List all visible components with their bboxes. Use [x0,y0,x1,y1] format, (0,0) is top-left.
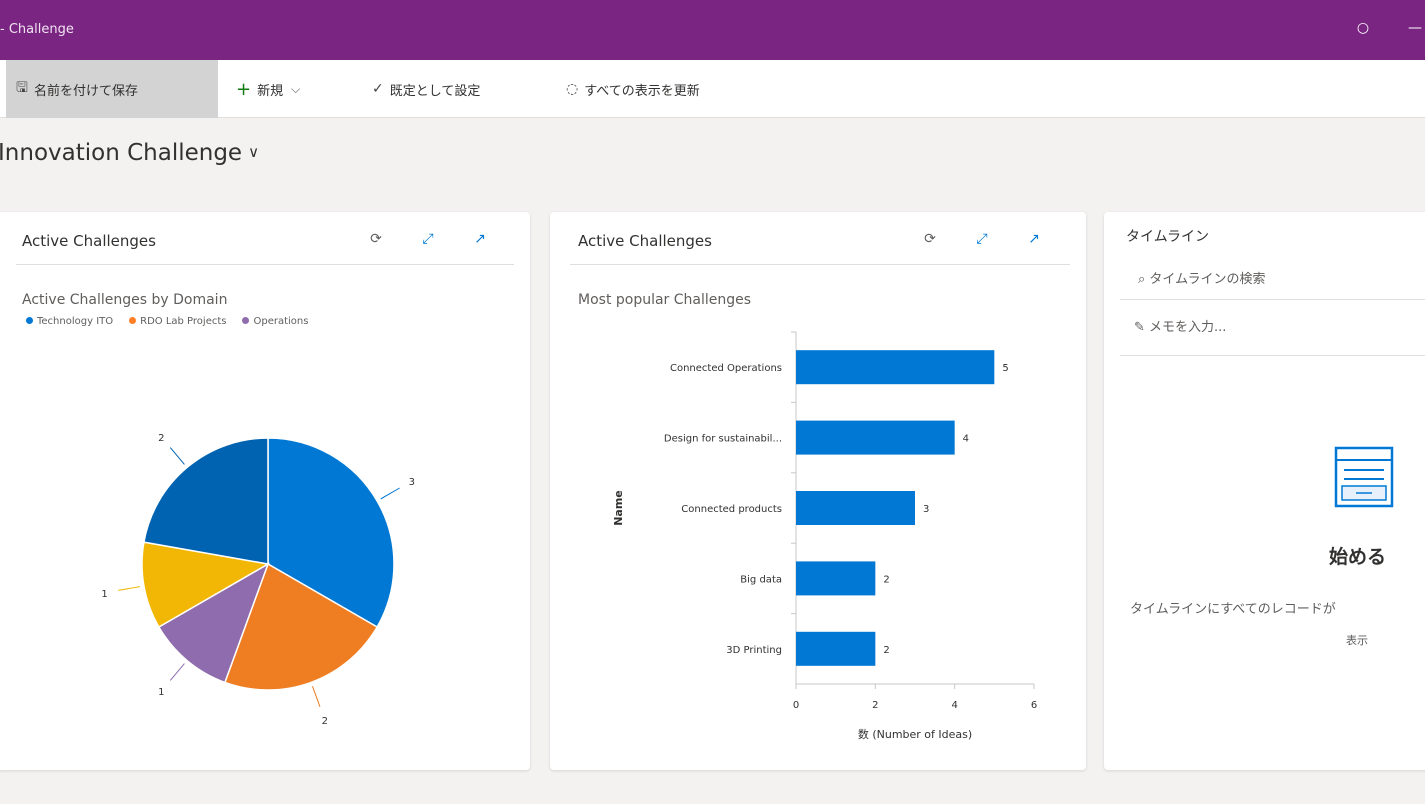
card-header: Active Challenges ⟳ ⤢ ↗ [0,212,530,266]
pie-data-label: 1 [101,589,107,600]
pie-data-label: 3 [409,477,415,488]
timeline-empty-more: 表示 [1346,634,1368,647]
save-as-button[interactable]: 🖫 名前を付けて保存 [6,60,218,118]
chart-legend: Technology ITO RDO Lab Projects Operations [26,316,308,327]
bar-value-label: 4 [963,434,969,445]
timeline-search-input[interactable]: ⌕ タイムラインの検索 [1120,260,1425,300]
y-axis-title: Name [612,490,625,526]
legend-swatch [242,317,250,324]
timeline-note-input[interactable]: ✎ メモを入力... [1120,300,1425,356]
pie-leader-line [380,487,400,500]
set-default-button[interactable]: ✓ 既定として設定 [372,60,480,118]
y-tick-label: 3D Printing [726,645,782,656]
card-header: Active Challenges ⟳ ⤢ ↗ [550,212,1086,266]
open-icon[interactable]: ↗ [474,231,486,247]
legend-item[interactable]: Operations [242,316,308,327]
pie-chart: 3 2 1 1 2 [101,433,415,727]
pie-data-label: 1 [158,687,164,698]
new-label: 新規 [257,83,284,99]
checkmark-icon: ✓ [372,81,384,97]
chart-card-popular: Active Challenges ⟳ ⤢ ↗ Most popular Cha… [550,212,1086,770]
plus-icon: + [236,78,252,100]
bar-value-label: 2 [883,645,889,656]
pie-slice[interactable] [267,437,395,629]
refresh-icon[interactable]: ⟳ [370,231,382,247]
refresh-all-label: すべての表示を更新 [584,83,700,99]
dashboard-title: Innovation Challenge [0,140,243,166]
timeline-search-placeholder: タイムラインの検索 [1149,272,1266,287]
legend-swatch [129,317,137,324]
x-axis-title: 数 (Number of Ideas) [858,728,972,741]
pie-slice[interactable] [141,541,271,629]
pie-leader-line [118,586,141,591]
minimize-icon[interactable]: — [1408,20,1422,36]
settings-icon[interactable]: ○ [1356,20,1370,36]
pie-leader-line [169,663,185,681]
refresh-all-button[interactable]: ◌ すべての表示を更新 [566,60,700,118]
bar[interactable] [796,631,876,666]
x-tick-label: 6 [1031,700,1037,711]
card-title: Active Challenges [578,232,712,250]
chevron-down-icon: ∨ [248,143,260,161]
card-toolbar: ⟳ ⤢ ↗ [904,228,1060,250]
card-toolbar: ⟳ ⤢ ↗ [350,228,506,250]
new-button[interactable]: + 新規 ⌵ [236,60,300,118]
timeline-card: タイムライン ⌕ タイムラインの検索 ✎ メモを入力... 始める タイムライン… [1104,212,1425,770]
timeline-empty-icon [1334,446,1394,508]
pie-slice[interactable] [143,437,269,565]
expand-icon[interactable]: ⤢ [976,231,988,247]
legend-item[interactable]: Technology ITO [26,316,113,327]
save-as-label: 名前を付けて保存 [33,83,138,99]
x-tick-label: 2 [872,700,878,711]
card-title: タイムライン [1126,229,1210,245]
top-bar: - Challenge ○ — [0,0,1425,60]
legend-item[interactable]: RDO Lab Projects [129,316,226,327]
divider [570,264,1070,265]
app-title: - Challenge [0,22,74,37]
pie-data-label: 2 [322,716,328,727]
chart-card-domain: Active Challenges ⟳ ⤢ ↗ Active Challenge… [0,212,530,770]
pie-data-label: 2 [158,433,164,444]
bar-value-label: 3 [923,504,929,515]
card-title: Active Challenges [22,232,156,250]
divider [16,264,514,265]
pencil-icon: ✎ [1134,320,1145,335]
pie-slice[interactable] [223,562,379,691]
legend-swatch [26,317,33,324]
x-tick-label: 4 [951,700,957,711]
timeline-note-placeholder: メモを入力... [1149,320,1227,335]
pie-leader-line [311,685,321,708]
y-tick-label: Connected products [681,504,782,515]
bar[interactable] [796,350,995,385]
bar[interactable] [796,561,876,596]
legend-label: Operations [253,316,309,327]
chart-subtitle: Most popular Challenges [578,292,752,308]
dashboard-title-selector[interactable]: Innovation Challenge ∨ [0,140,259,166]
chart-subtitle: Active Challenges by Domain [22,292,228,308]
bar-value-label: 2 [883,574,889,585]
y-tick-label: Design for sustainabil... [664,434,782,445]
open-icon[interactable]: ↗ [1028,231,1040,247]
refresh-icon[interactable]: ⟳ [924,231,936,247]
timeline-empty-title: 始める [1329,546,1387,568]
legend-label: Technology ITO [37,316,114,327]
pie-slice[interactable] [157,562,270,684]
legend-label: RDO Lab Projects [140,316,227,327]
save-icon: 🖫 [16,80,28,96]
command-bar: 🖫 名前を付けて保存 + 新規 ⌵ ✓ 既定として設定 ◌ すべての表示を更新 [0,60,1425,118]
bar-chart: Connected Operations 5 Design for sustaina… [612,331,1037,741]
search-icon: ⌕ [1138,272,1146,287]
bar-value-label: 5 [1002,363,1008,374]
bar[interactable] [796,491,915,525]
expand-icon[interactable]: ⤢ [422,231,434,247]
pie-leader-line [169,447,185,465]
y-tick-label: Connected Operations [670,363,782,374]
y-tick-label: Big data [740,574,782,585]
timeline-empty-description: タイムラインにすべてのレコードが [1130,602,1336,617]
chevron-down-icon: ⌵ [291,81,301,96]
set-default-label: 既定として設定 [389,83,481,99]
refresh-icon: ◌ [566,81,579,97]
x-tick-label: 0 [793,700,799,711]
bar[interactable] [796,420,955,455]
